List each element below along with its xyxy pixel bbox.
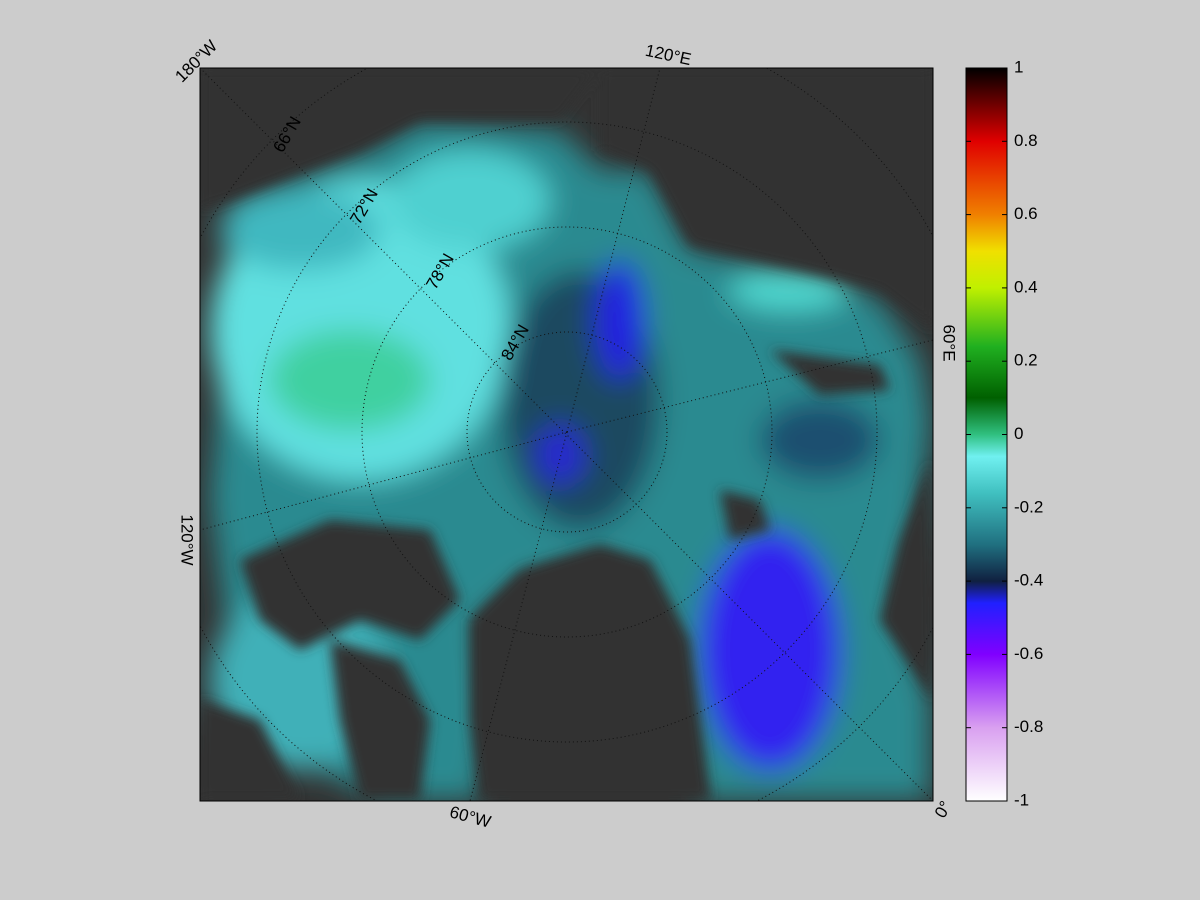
longitude-label: 120°E xyxy=(643,41,692,69)
colorbar-tick-label: 0.6 xyxy=(1014,204,1038,223)
colorbar-ticks: 1 0.8 0.6 0.4 0.2 0 -0.2 -0.4 -0.6 -0.8 -1 xyxy=(966,57,1043,809)
longitude-label: 60°E xyxy=(940,324,959,361)
map-frame xyxy=(199,67,934,802)
colorbar-tick-label: 0.8 xyxy=(1014,131,1038,150)
colorbar-tick-label: -0.2 xyxy=(1014,497,1043,516)
longitude-label: 0° xyxy=(931,798,956,822)
colorbar-tick-label: -1 xyxy=(1014,790,1029,809)
land-masses xyxy=(200,68,933,800)
colorbar-tick-label: 1 xyxy=(1014,57,1023,76)
longitude-label: 60°W xyxy=(448,802,493,831)
colorbar-tick-label: 0.2 xyxy=(1014,351,1038,370)
colorbar xyxy=(965,67,1008,802)
colorbar-tick-label: -0.6 xyxy=(1014,644,1043,663)
colorbar-tick-label: -0.4 xyxy=(1014,571,1043,590)
colorbar-tick-label: -0.8 xyxy=(1014,717,1043,736)
colorbar-tick-label: 0.4 xyxy=(1014,277,1038,296)
colorbar-tick-label: 0 xyxy=(1014,424,1023,443)
map xyxy=(200,68,933,801)
graticule xyxy=(200,68,933,801)
longitude-label: 120°W xyxy=(178,514,197,565)
